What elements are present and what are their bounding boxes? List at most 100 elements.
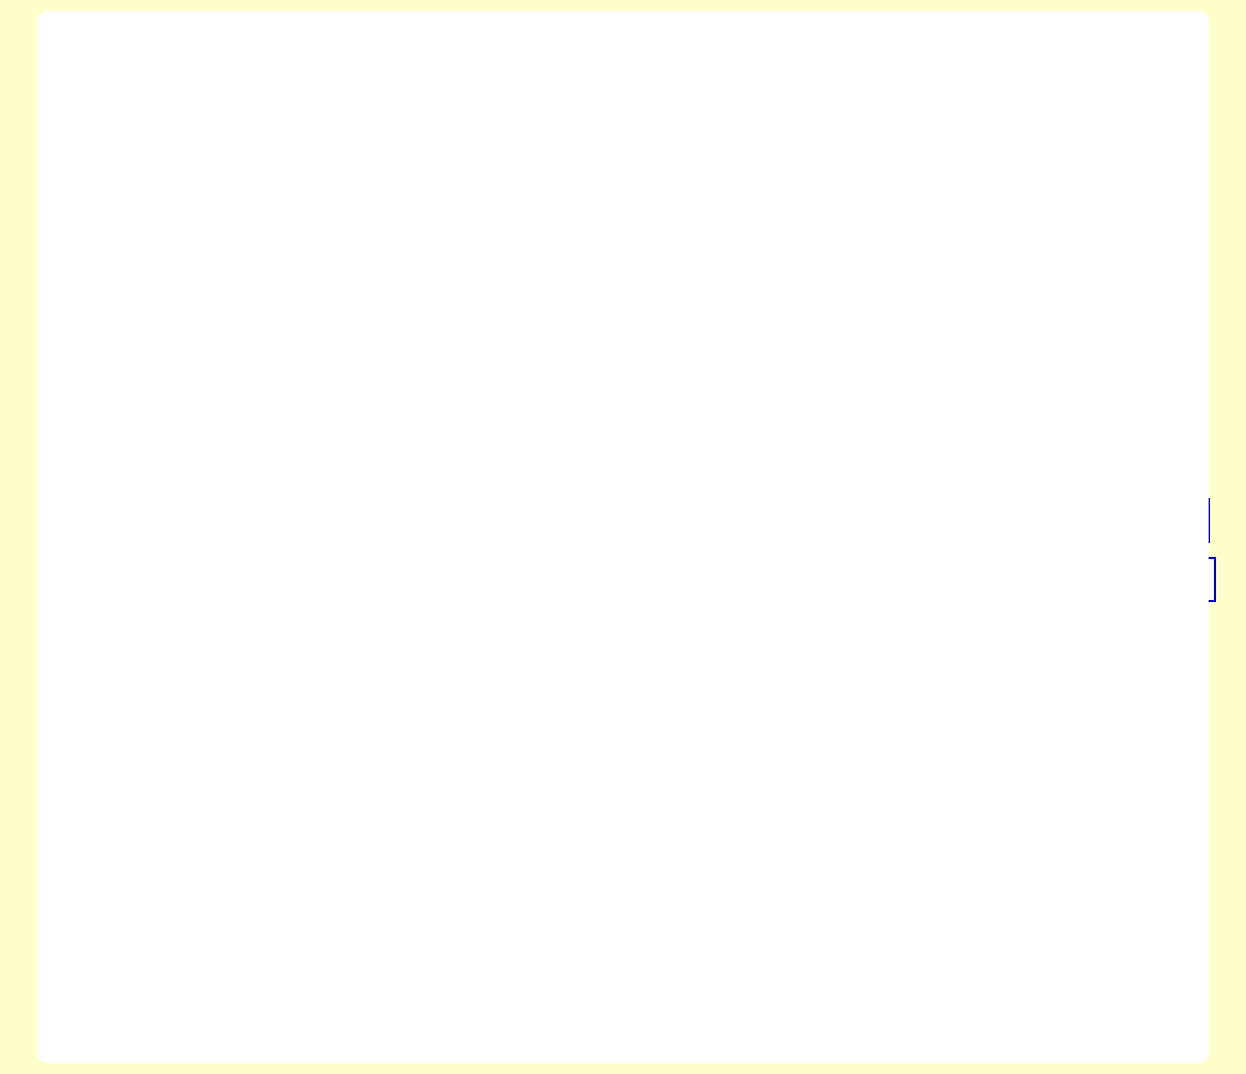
Text: page 31: page 31: [559, 757, 593, 766]
Text: 1394: 1394: [381, 563, 410, 572]
Text: page 34,35,36,37,38,39,40: page 34,35,36,37,38,39,40: [258, 779, 371, 788]
Text: PCI BUS  3.3V 33 MHz: PCI BUS 3.3V 33 MHz: [400, 553, 497, 562]
Text: PCMCIA: PCMCIA: [466, 563, 512, 572]
Text: 1.5GHz: 1.5GHz: [773, 589, 800, 597]
Text: 3.3V ATA-100: 3.3V ATA-100: [773, 567, 824, 576]
Text: Conn.: Conn.: [380, 579, 411, 589]
FancyBboxPatch shape: [791, 440, 897, 489]
Text: 2005/08/24: 2005/08/24: [351, 968, 396, 976]
Text: ADM1032ARM: ADM1032ARM: [901, 766, 974, 775]
Text: RTL8100CL: RTL8100CL: [242, 519, 300, 528]
Text: ODD: ODD: [918, 505, 944, 514]
Text: 3.3V 48MHz: 3.3V 48MHz: [797, 529, 847, 538]
Text: page 28: page 28: [1027, 591, 1060, 599]
Text: uPGA-479 Package: uPGA-479 Package: [508, 189, 607, 200]
FancyBboxPatch shape: [561, 634, 685, 687]
Text: page 24: page 24: [827, 479, 861, 489]
Text: BIOS: BIOS: [693, 788, 721, 799]
Text: page 27: page 27: [1145, 532, 1179, 540]
Text: 2005/08/22: 2005/08/22: [563, 968, 608, 976]
Text: USB port 6: USB port 6: [932, 537, 981, 546]
Text: LCD Conn.: LCD Conn.: [290, 296, 351, 306]
Text: page 23: page 23: [379, 595, 412, 605]
Text: www.BoardSchematics.com: www.BoardSchematics.com: [446, 411, 850, 706]
Text: page 24: page 24: [559, 593, 593, 601]
Text: page 30: page 30: [690, 757, 724, 766]
Text: Power Circuit DC/DC: Power Circuit DC/DC: [255, 739, 374, 749]
Text: THIS SHEET CONTAINS INFORMATION THAT IS PROPRIETARY PROPERTY OF COMPAL...: THIS SHEET CONTAINS INFORMATION THAT IS …: [353, 1013, 582, 1017]
Text: PSB
400/533MHz: PSB 400/533MHz: [561, 293, 623, 313]
Text: 3.3V 24.576MHz/48MHz: 3.3V 24.576MHz/48MHz: [773, 556, 865, 565]
FancyBboxPatch shape: [125, 940, 810, 1020]
Text: Fan Control: Fan Control: [969, 162, 1037, 172]
Text: page 19: page 19: [279, 644, 313, 653]
FancyBboxPatch shape: [268, 285, 374, 333]
FancyBboxPatch shape: [922, 333, 1153, 392]
FancyBboxPatch shape: [424, 349, 673, 446]
Text: PCI7411/6411/4510: PCI7411/6411/4510: [394, 525, 497, 535]
FancyBboxPatch shape: [1034, 763, 1177, 832]
FancyBboxPatch shape: [442, 687, 604, 730]
FancyBboxPatch shape: [93, 499, 199, 542]
Text: DSEL:AD18
PIRQ(C...H,
GNT#3/4,
REQ#3/4): DSEL:AD18 PIRQ(C...H, GNT#3/4, REQ#3/4): [117, 484, 157, 512]
Text: USB conn: USB conn: [1028, 452, 1084, 462]
Text: DC/DC Interface CKT.: DC/DC Interface CKT.: [462, 697, 584, 708]
Text: Mini PCI: Mini PCI: [122, 505, 171, 514]
FancyBboxPatch shape: [1115, 499, 1209, 542]
FancyBboxPatch shape: [754, 585, 860, 628]
Text: page 14: page 14: [425, 321, 460, 330]
Text: Issued Date: Issued Date: [208, 968, 253, 976]
Text: Conn.: Conn.: [791, 605, 822, 614]
Text: Clock Generator: Clock Generator: [1058, 770, 1154, 780]
Text: Title: Title: [700, 971, 720, 981]
Text: W/B Conn.: W/B Conn.: [826, 676, 887, 686]
Text: DMI x 4: DMI x 4: [612, 481, 647, 491]
Text: 3.3V 33 MHz: 3.3V 33 MHz: [613, 626, 670, 635]
Text: New Card/B: New Card/B: [141, 517, 202, 526]
Text: 3.3V 48MHz: 3.3V 48MHz: [820, 529, 875, 538]
Text: Compal Secret Data: Compal Secret Data: [369, 950, 478, 961]
Text: 3.3V 33 MHz
LPC BUS: 3.3V 33 MHz LPC BUS: [569, 632, 627, 651]
Text: LAN: LAN: [259, 505, 283, 514]
Text: 1.8V DDRII 400/533: 1.8V DDRII 400/533: [744, 366, 826, 375]
Text: page 6,7,8,9,10: page 6,7,8,9,10: [515, 434, 582, 442]
FancyBboxPatch shape: [449, 556, 530, 605]
Text: page 15: page 15: [304, 321, 338, 330]
FancyBboxPatch shape: [542, 556, 611, 605]
Text: page 21: page 21: [273, 570, 307, 579]
Text: TI Controller: TI Controller: [409, 509, 482, 519]
Text: 1.8V DDRII 400/533: 1.8V DDRII 400/533: [800, 352, 888, 361]
Text: page 25: page 25: [472, 595, 506, 605]
Text: H_D#(0:63): H_D#(0:63): [619, 296, 669, 305]
FancyBboxPatch shape: [660, 779, 754, 822]
Text: AC-Link: AC-Link: [941, 566, 978, 577]
Text: page 20: page 20: [790, 620, 824, 628]
FancyBboxPatch shape: [125, 311, 287, 392]
Text: page 30: page 30: [840, 698, 873, 707]
Text: PCI BUS  3.3V 33 MHz: PCI BUS 3.3V 33 MHz: [422, 557, 530, 568]
Text: HTW00 Sub-board: HTW00 Sub-board: [118, 507, 224, 517]
Text: Conn.: Conn.: [829, 463, 860, 473]
Text: File Name : LA-2871: File Name : LA-2871: [497, 114, 749, 133]
Text: Intel 915PM/GM, 910GML: Intel 915PM/GM, 910GML: [475, 361, 622, 371]
Text: DSEL:AD17
PIRQBA,
GNT#1,
REQ#1: DSEL:AD17 PIRQBA, GNT#1, REQ#1: [235, 484, 275, 512]
Text: TP/B: TP/B: [159, 633, 183, 642]
Text: ICS 954226AG: ICS 954226AG: [1068, 787, 1144, 797]
Text: BANK 0, 1, 2, 3    page 11,12: BANK 0, 1, 2, 3 page 11,12: [977, 379, 1098, 388]
Text: x16: x16: [406, 413, 422, 422]
Text: AC-Link: AC-Link: [964, 569, 998, 578]
Text: VRAM: VRAM: [191, 361, 221, 371]
FancyBboxPatch shape: [473, 510, 698, 601]
Text: page 4...: page 4...: [505, 720, 542, 728]
Text: Compal Confidential: Compal Confidential: [464, 34, 782, 62]
Text: H_AW(3:31): H_AW(3:31): [505, 296, 554, 305]
Text: USB port 6: USB port 6: [922, 535, 967, 543]
Text: CRT & TV-out: CRT & TV-out: [404, 296, 481, 306]
Text: page...: page...: [1032, 534, 1062, 542]
Text: S-ATA: S-ATA: [773, 578, 794, 586]
Text: page 4,5: page 4,5: [540, 235, 576, 245]
FancyBboxPatch shape: [928, 150, 1078, 199]
Text: IDE: IDE: [897, 577, 913, 587]
Text: HDC Conn: HDC Conn: [1133, 509, 1191, 520]
FancyBboxPatch shape: [237, 730, 392, 789]
